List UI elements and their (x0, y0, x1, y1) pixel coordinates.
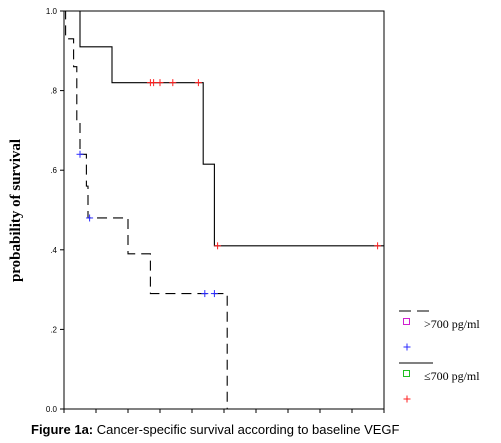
y-tick-label: .2 (50, 325, 57, 334)
censor-mark-high-vegf (201, 290, 209, 298)
plot-area: 0.0 .2 .4 .6 .8 1.0 (46, 7, 385, 414)
legend-label: ≤700 pg/ml (424, 369, 480, 383)
censor-mark-low-vegf (150, 79, 158, 87)
censor-mark-low-vegf (214, 242, 222, 250)
censor-mark-low-vegf (194, 79, 202, 87)
censor-mark-high-vegf (86, 214, 94, 222)
censor-mark-high-vegf (76, 150, 84, 158)
y-tick-label: .8 (50, 87, 57, 96)
figure-caption: Figure 1a: Cancer-specific survival acco… (31, 422, 501, 437)
legend-marker-square (403, 370, 410, 377)
caption-label: Figure 1a: (31, 422, 94, 437)
y-tick-label: 1.0 (46, 7, 58, 16)
censor-mark-high-vegf (210, 290, 218, 298)
legend-label: >700 pg/ml (424, 317, 480, 331)
series-line-high-vegf (64, 10, 228, 409)
censor-mark-low-vegf (374, 242, 382, 250)
censor-mark-low-vegf (156, 79, 164, 87)
y-tick-label: .6 (50, 166, 57, 175)
caption-text: Cancer-specific survival according to ba… (93, 422, 400, 437)
y-axis-label: probability of survival (8, 138, 25, 282)
censor-mark-low-vegf (169, 79, 177, 87)
legend-marker-square (403, 318, 410, 325)
y-tick-label: 0.0 (46, 405, 58, 414)
series-line-low-vegf (64, 10, 384, 247)
y-axis-label-container: probability of survival (0, 10, 34, 410)
legend: >700 pg/ml ≤700 pg/ml (399, 310, 480, 403)
y-tick-label: .4 (50, 246, 57, 255)
